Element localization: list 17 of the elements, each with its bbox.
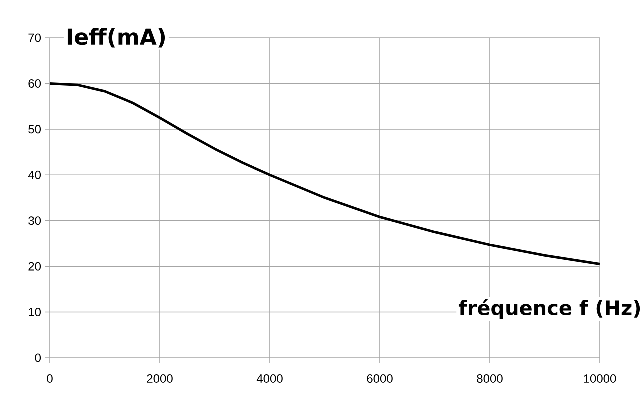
x-tick-label: 8000 [477, 374, 503, 384]
x-tick-label: 6000 [367, 374, 393, 384]
y-tick-label: 20 [28, 262, 42, 271]
x-tick-label: 0 [47, 374, 53, 384]
y-tick-label: 50 [28, 125, 42, 134]
y-axis-title: Ieff(mA) [68, 28, 166, 48]
y-tick-label: 0 [35, 354, 42, 362]
line-series [48, 82, 602, 266]
x-axis-title: fréquence f (Hz) [458, 299, 640, 320]
x-tick-label: 2000 [147, 374, 173, 384]
y-tick-label: 60 [28, 79, 42, 88]
y-tick-label: 40 [28, 170, 42, 180]
x-tick-label: 10000 [584, 374, 616, 384]
y-tick-label: 70 [28, 34, 42, 42]
y-tick-label: 10 [29, 308, 42, 317]
y-tick-label: 30 [28, 216, 42, 226]
x-tick-label: 4000 [256, 374, 283, 384]
